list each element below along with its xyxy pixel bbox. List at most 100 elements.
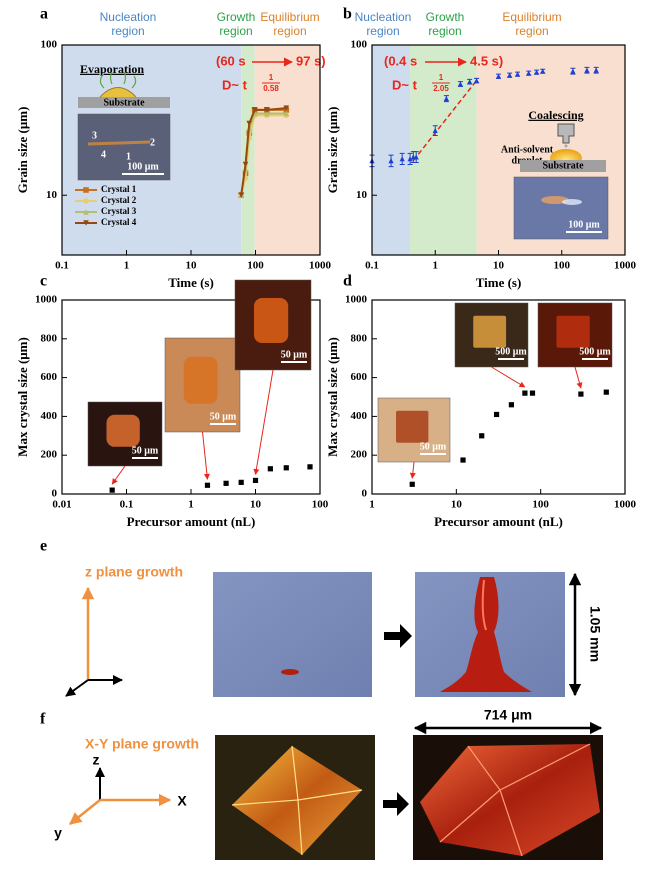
fit-label: D~ t	[392, 77, 418, 92]
crystal-blob	[562, 199, 582, 205]
panel-title: z plane growth	[85, 564, 183, 580]
marker	[264, 107, 270, 113]
syringe	[557, 123, 575, 144]
crystal-seed	[281, 669, 299, 675]
crystal-shape	[556, 315, 590, 348]
panel-label: c	[40, 273, 47, 290]
x-tick-label: 100	[554, 260, 571, 272]
x-tick-label: 10	[451, 499, 463, 511]
width-label: 714 μm	[484, 707, 532, 723]
marker	[283, 105, 290, 111]
scale-bar-label: 50 μm	[420, 441, 447, 452]
x-tick-label: 100	[247, 260, 264, 272]
pillar-highlight	[481, 579, 487, 631]
region-label: Equilibrium	[260, 10, 319, 24]
marker	[603, 389, 609, 395]
annotation: 4.5 s)	[470, 53, 503, 68]
region-label: Equilibrium	[502, 10, 561, 24]
region-label: Growth	[217, 10, 256, 24]
x-tick-label: 100	[532, 499, 549, 511]
x-axis-title: Time (s)	[476, 275, 522, 290]
crystal-label: 2	[150, 137, 155, 148]
marker	[507, 72, 513, 78]
legend-label: Crystal 2	[101, 195, 137, 205]
y-tick-label: 100	[351, 39, 368, 51]
pointer-arrow	[111, 465, 126, 485]
y-tick-label: 1000	[35, 294, 58, 306]
region-label: region	[111, 24, 144, 38]
drop	[564, 144, 568, 148]
x-tick-label: 0.1	[365, 260, 379, 272]
y-tick-label: 400	[41, 410, 58, 422]
marker	[83, 209, 89, 215]
x-tick-label: 10	[493, 260, 505, 272]
y-axis-title: Grain size (μm)	[15, 107, 30, 194]
fit-exponent: 1	[439, 73, 444, 82]
height-label: 1.05 mm	[587, 606, 603, 662]
axis-label: z	[93, 752, 100, 768]
scale-bar-label: 500 μm	[495, 346, 527, 357]
y-tick-label: 0	[362, 488, 368, 500]
annotation: (60 s	[216, 53, 246, 68]
marker	[409, 481, 415, 487]
x-tick-label: 1	[188, 499, 194, 511]
marker	[283, 110, 290, 117]
marker	[593, 67, 599, 73]
y-axis-arrow	[69, 799, 101, 825]
crystal-facets	[439, 743, 591, 857]
marker	[242, 161, 249, 168]
series-line	[240, 114, 287, 196]
panel-label: b	[343, 6, 352, 23]
crystal-pillar	[440, 577, 532, 692]
y-tick-label: 800	[351, 332, 368, 344]
y-axis-title: Max crystal size (μm)	[15, 337, 30, 457]
marker	[307, 464, 313, 470]
crystal-streak	[87, 140, 151, 146]
x-tick-label: 1000	[614, 260, 637, 272]
marker	[83, 198, 89, 204]
vapor	[99, 71, 137, 89]
region-label: Growth	[426, 10, 465, 24]
fit-label: D~ t	[222, 77, 248, 92]
marker	[251, 107, 258, 113]
marker	[109, 487, 115, 493]
crystal-shape	[396, 410, 429, 443]
transition-arrow	[384, 624, 412, 648]
y-tick-label: 800	[41, 332, 58, 344]
panel-label: d	[343, 273, 352, 290]
region-label: Nucleation	[355, 10, 412, 24]
marker	[584, 67, 590, 73]
y-tick-label: 0	[52, 488, 58, 500]
legend-label: Crystal 1	[101, 184, 137, 194]
crystal-label: 1	[126, 151, 131, 162]
panel-label: a	[40, 6, 48, 23]
chart-panel: b NucleationregionGrowthregionEquilibrium…	[325, 6, 637, 290]
region-label: region	[366, 24, 399, 38]
inset-photo	[77, 113, 171, 181]
substrate-label: Substrate	[542, 160, 584, 171]
axis-label: y	[54, 825, 62, 841]
chart-panel: d 1 10 100 1000 0 200 400 600 800 1000 Precursor am…	[325, 273, 637, 529]
x-tick-label: 0.01	[52, 499, 71, 511]
substrate	[520, 160, 606, 172]
pointer-arrow	[253, 369, 274, 476]
marker	[399, 156, 405, 162]
y-tick-label: 100	[41, 39, 58, 51]
photo-before	[213, 572, 372, 697]
inset-title: Evaporation	[80, 62, 144, 76]
marker	[407, 156, 413, 162]
pointer-arrow	[491, 366, 526, 388]
x-tick-label: 1	[433, 260, 439, 272]
x-tick-label: 0.1	[55, 260, 69, 272]
fit-exponent: 1	[269, 73, 274, 82]
fit-line	[412, 80, 478, 162]
plot-frame	[61, 44, 321, 256]
marker	[493, 411, 500, 418]
marker	[246, 120, 253, 127]
marker	[508, 402, 515, 408]
substrate	[78, 97, 170, 108]
y-tick-label: 600	[41, 371, 58, 383]
y-tick-label: 1000	[345, 294, 368, 306]
y-tick-label: 10	[46, 189, 58, 201]
